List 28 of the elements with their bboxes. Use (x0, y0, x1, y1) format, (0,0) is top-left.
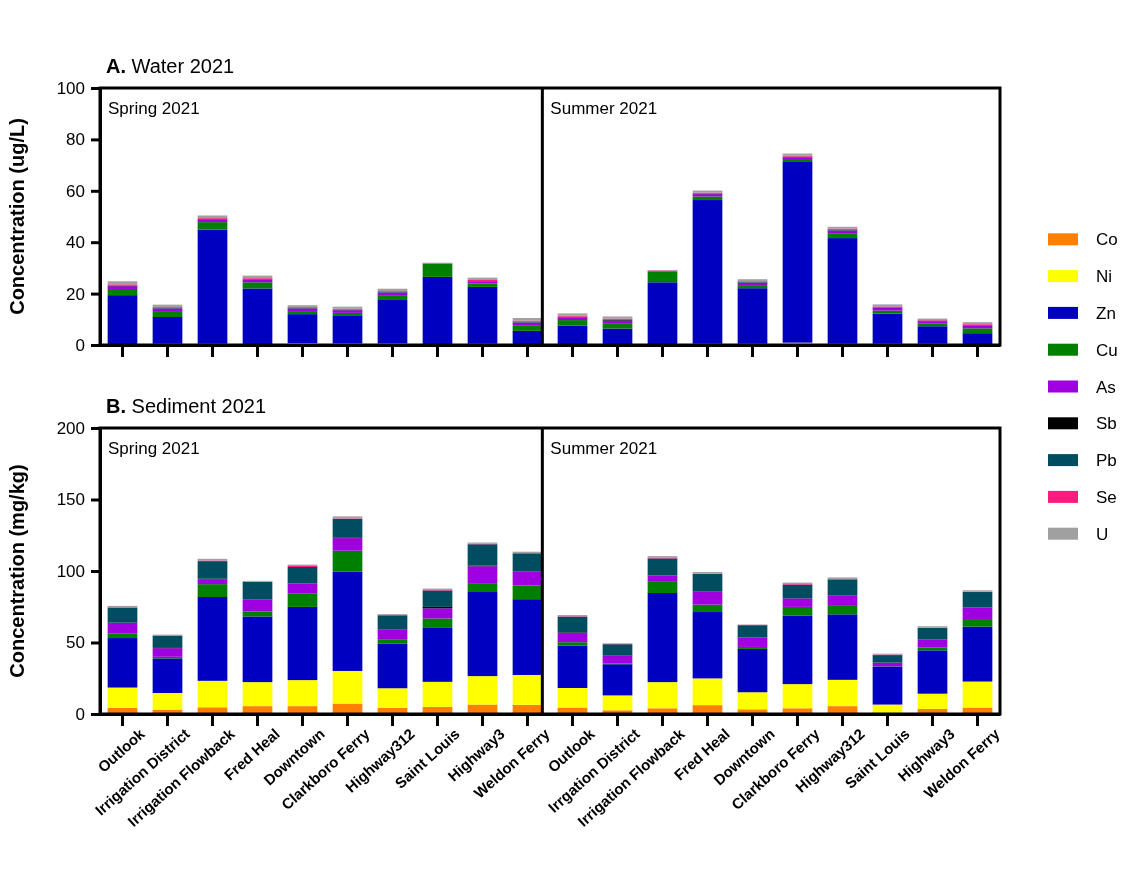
y-tick-label: 0 (75, 704, 85, 724)
y-tick-label: 40 (66, 233, 85, 253)
legend-label: Co (1096, 230, 1118, 250)
legend-label: Cu (1096, 340, 1118, 360)
legend-label: Sb (1096, 414, 1117, 434)
annotation: Spring 2021 (108, 99, 200, 118)
legend-label: Se (1096, 487, 1117, 507)
y-tick-label: 150 (56, 490, 85, 510)
y-tick-label: 100 (56, 78, 85, 98)
legend-label: U (1096, 524, 1109, 544)
y-axis-title: Concentration (mg/kg) (6, 464, 28, 678)
legend-label: Ni (1096, 267, 1113, 287)
legend-label: Pb (1096, 451, 1117, 471)
y-tick-label: 60 (66, 181, 85, 201)
y-tick-label: 80 (66, 130, 85, 150)
annotation: Summer 2021 (550, 99, 658, 118)
chart-title: A. Water 2021 (106, 55, 235, 77)
chart-title: B. Sediment 2021 (106, 395, 267, 417)
y-axis-title: Concentration (ug/L) (6, 118, 28, 315)
y-tick-label: 50 (66, 633, 85, 653)
annotation: Spring 2021 (108, 439, 200, 458)
y-tick-label: 0 (75, 335, 85, 355)
legend-label: Zn (1096, 303, 1116, 323)
annotation: Summer 2021 (550, 439, 658, 458)
y-tick-label: 200 (56, 418, 85, 438)
legend-label: As (1096, 377, 1116, 397)
y-tick-label: 20 (66, 284, 85, 304)
y-tick-label: 100 (56, 561, 85, 581)
